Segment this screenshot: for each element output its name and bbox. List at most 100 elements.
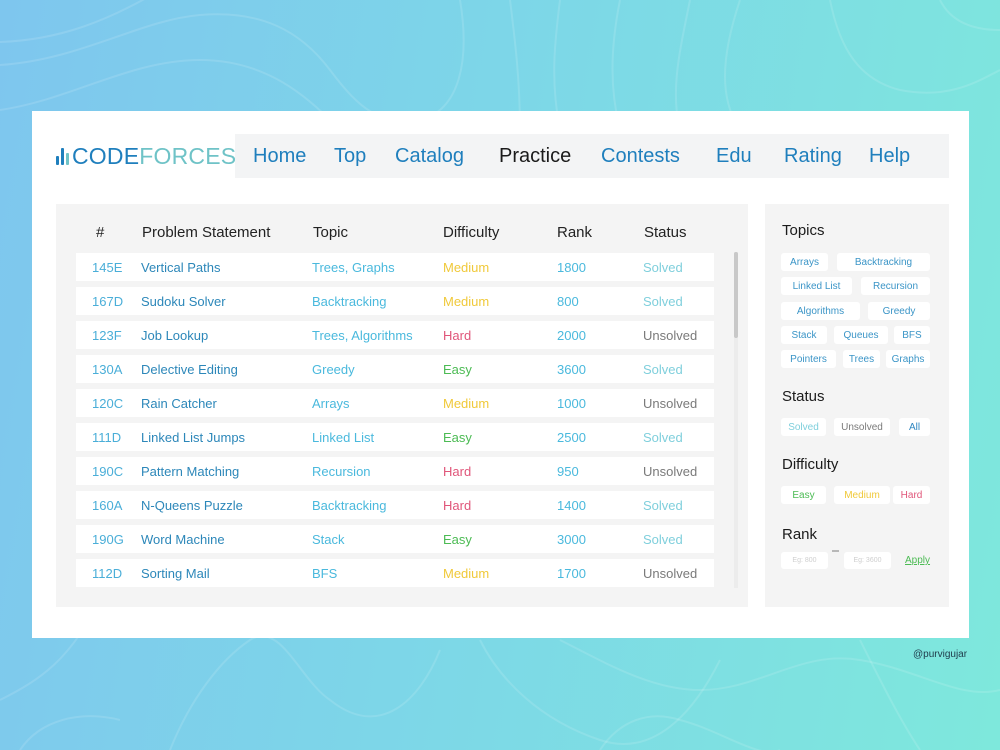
problem-id[interactable]: 145E: [92, 260, 123, 275]
problem-status: Unsolved: [643, 328, 698, 343]
status-chip-solved[interactable]: Solved: [781, 418, 826, 436]
header-topic[interactable]: Topic: [313, 224, 349, 241]
problem-rank: 1800: [557, 260, 586, 275]
scrollbar-track[interactable]: [734, 252, 738, 588]
topic-chip-trees[interactable]: Trees: [843, 350, 880, 368]
topic-chip-backtracking[interactable]: Backtracking: [837, 253, 930, 271]
table-row[interactable]: 123F Job Lookup Trees, Algorithms Hard 2…: [76, 321, 714, 349]
header-number: #: [96, 224, 105, 241]
rank-title: Rank: [782, 526, 818, 543]
main-card: CODEFORCES Home Top Catalog Practice Con…: [32, 111, 969, 638]
filter-panel: Topics Arrays Backtracking Linked List R…: [765, 204, 949, 607]
problem-topic: Backtracking: [312, 498, 387, 513]
apply-button[interactable]: Apply: [905, 555, 931, 566]
table-row[interactable]: 160A N-Queens Puzzle Backtracking Hard 1…: [76, 491, 714, 519]
topic-chip-pointers[interactable]: Pointers: [781, 350, 836, 368]
table-row[interactable]: 167D Sudoku Solver Backtracking Medium 8…: [76, 287, 714, 315]
topic-chip-queues[interactable]: Queues: [834, 326, 888, 344]
problem-rank: 1000: [557, 396, 586, 411]
problem-rank: 2500: [557, 430, 586, 445]
problem-id[interactable]: 160A: [92, 498, 123, 513]
nav-item-practice[interactable]: Practice: [499, 144, 572, 167]
scrollbar-thumb[interactable]: [734, 252, 738, 338]
topic-chip-bfs[interactable]: BFS: [894, 326, 930, 344]
topic-chip-algorithms[interactable]: Algorithms: [781, 302, 860, 320]
problem-name[interactable]: Rain Catcher: [141, 396, 217, 411]
problem-name[interactable]: Job Lookup: [141, 328, 209, 343]
problem-topic: Stack: [312, 532, 345, 547]
problem-status: Solved: [643, 294, 683, 309]
table-row[interactable]: 112D Sorting Mail BFS Medium 1700 Unsolv…: [76, 559, 714, 587]
header-rank[interactable]: Rank: [557, 224, 593, 241]
problem-status: Unsolved: [643, 566, 698, 581]
problem-difficulty: Medium: [443, 566, 490, 581]
problem-status: Solved: [643, 430, 683, 445]
nav-item-edu[interactable]: Edu: [716, 144, 752, 167]
nav-item-home[interactable]: Home: [253, 144, 307, 167]
problem-rank: 2000: [557, 328, 586, 343]
table-row[interactable]: 120C Rain Catcher Arrays Medium 1000 Uns…: [76, 389, 714, 417]
problem-id[interactable]: 111D: [92, 430, 122, 445]
header-difficulty[interactable]: Difficulty: [443, 224, 500, 241]
problem-id[interactable]: 167D: [92, 294, 124, 309]
status-chip-all[interactable]: All: [899, 418, 930, 436]
problem-name[interactable]: N-Queens Puzzle: [141, 498, 243, 513]
problem-difficulty: Hard: [443, 498, 472, 513]
problem-topic: BFS: [312, 566, 338, 581]
problem-difficulty: Hard: [443, 464, 472, 479]
problem-topic: Trees, Graphs: [312, 260, 395, 275]
nav-item-catalog[interactable]: Catalog: [395, 144, 464, 167]
topic-chip-greedy[interactable]: Greedy: [868, 302, 930, 320]
nav-item-contests[interactable]: Contests: [601, 144, 680, 167]
difficulty-chip-hard[interactable]: Hard: [893, 486, 930, 504]
problem-name[interactable]: Sudoku Solver: [141, 294, 226, 309]
status-chip-unsolved[interactable]: Unsolved: [834, 418, 890, 436]
problems-table: # Problem Statement Topic Difficulty Ran…: [56, 204, 748, 607]
problem-topic: Linked List: [312, 430, 375, 445]
table-row[interactable]: 130A Delective Editing Greedy Easy 3600 …: [76, 355, 714, 383]
problem-status: Unsolved: [643, 464, 698, 479]
nav-item-top[interactable]: Top: [334, 144, 367, 167]
header-problem-statement[interactable]: Problem Statement: [142, 224, 271, 241]
nav-item-rating[interactable]: Rating: [784, 144, 842, 167]
problem-difficulty: Easy: [443, 532, 472, 547]
table-row[interactable]: 190C Pattern Matching Recursion Hard 950…: [76, 457, 714, 485]
problem-name[interactable]: Pattern Matching: [141, 464, 240, 479]
codeforces-logo[interactable]: CODEFORCES: [56, 144, 236, 167]
problem-id[interactable]: 120C: [92, 396, 124, 411]
difficulty-chip-easy[interactable]: Easy: [781, 486, 826, 504]
problem-id[interactable]: 190C: [92, 464, 124, 479]
table-row[interactable]: 111D Linked List Jumps Linked List Easy …: [76, 423, 714, 451]
problem-topic: Arrays: [312, 396, 350, 411]
table-row[interactable]: 145E Vertical Paths Trees, Graphs Medium…: [76, 253, 714, 281]
difficulty-chip-medium[interactable]: Medium: [834, 486, 890, 504]
topic-chip-graphs[interactable]: Graphs: [886, 350, 930, 368]
problem-name[interactable]: Delective Editing: [141, 362, 238, 377]
rank-min-input[interactable]: [781, 552, 828, 569]
problem-name[interactable]: Linked List Jumps: [141, 430, 246, 445]
problem-id[interactable]: 190G: [92, 532, 124, 547]
problem-rank: 1400: [557, 498, 586, 513]
problem-difficulty: Easy: [443, 430, 472, 445]
problem-status: Solved: [643, 532, 683, 547]
bar-chart-icon: [56, 147, 69, 165]
problem-id[interactable]: 112D: [92, 566, 123, 581]
problem-topic: Recursion: [312, 464, 371, 479]
topic-chip-linked-list[interactable]: Linked List: [781, 277, 852, 295]
problem-id[interactable]: 130A: [92, 362, 123, 377]
problem-topic: Backtracking: [312, 294, 387, 309]
problem-rank: 3600: [557, 362, 586, 377]
nav-item-help[interactable]: Help: [869, 144, 911, 167]
problem-name[interactable]: Vertical Paths: [141, 260, 221, 275]
problem-id[interactable]: 123F: [92, 328, 122, 343]
topic-chip-arrays[interactable]: Arrays: [781, 253, 828, 271]
rank-max-input[interactable]: [844, 552, 891, 569]
problem-name[interactable]: Word Machine: [141, 532, 225, 547]
topic-chip-stack[interactable]: Stack: [781, 326, 827, 344]
problem-rank: 950: [557, 464, 579, 479]
problem-difficulty: Hard: [443, 328, 472, 343]
topic-chip-recursion[interactable]: Recursion: [861, 277, 930, 295]
table-row[interactable]: 190G Word Machine Stack Easy 3000 Solved: [76, 525, 714, 553]
header-status[interactable]: Status: [644, 224, 687, 241]
problem-name[interactable]: Sorting Mail: [141, 566, 210, 581]
